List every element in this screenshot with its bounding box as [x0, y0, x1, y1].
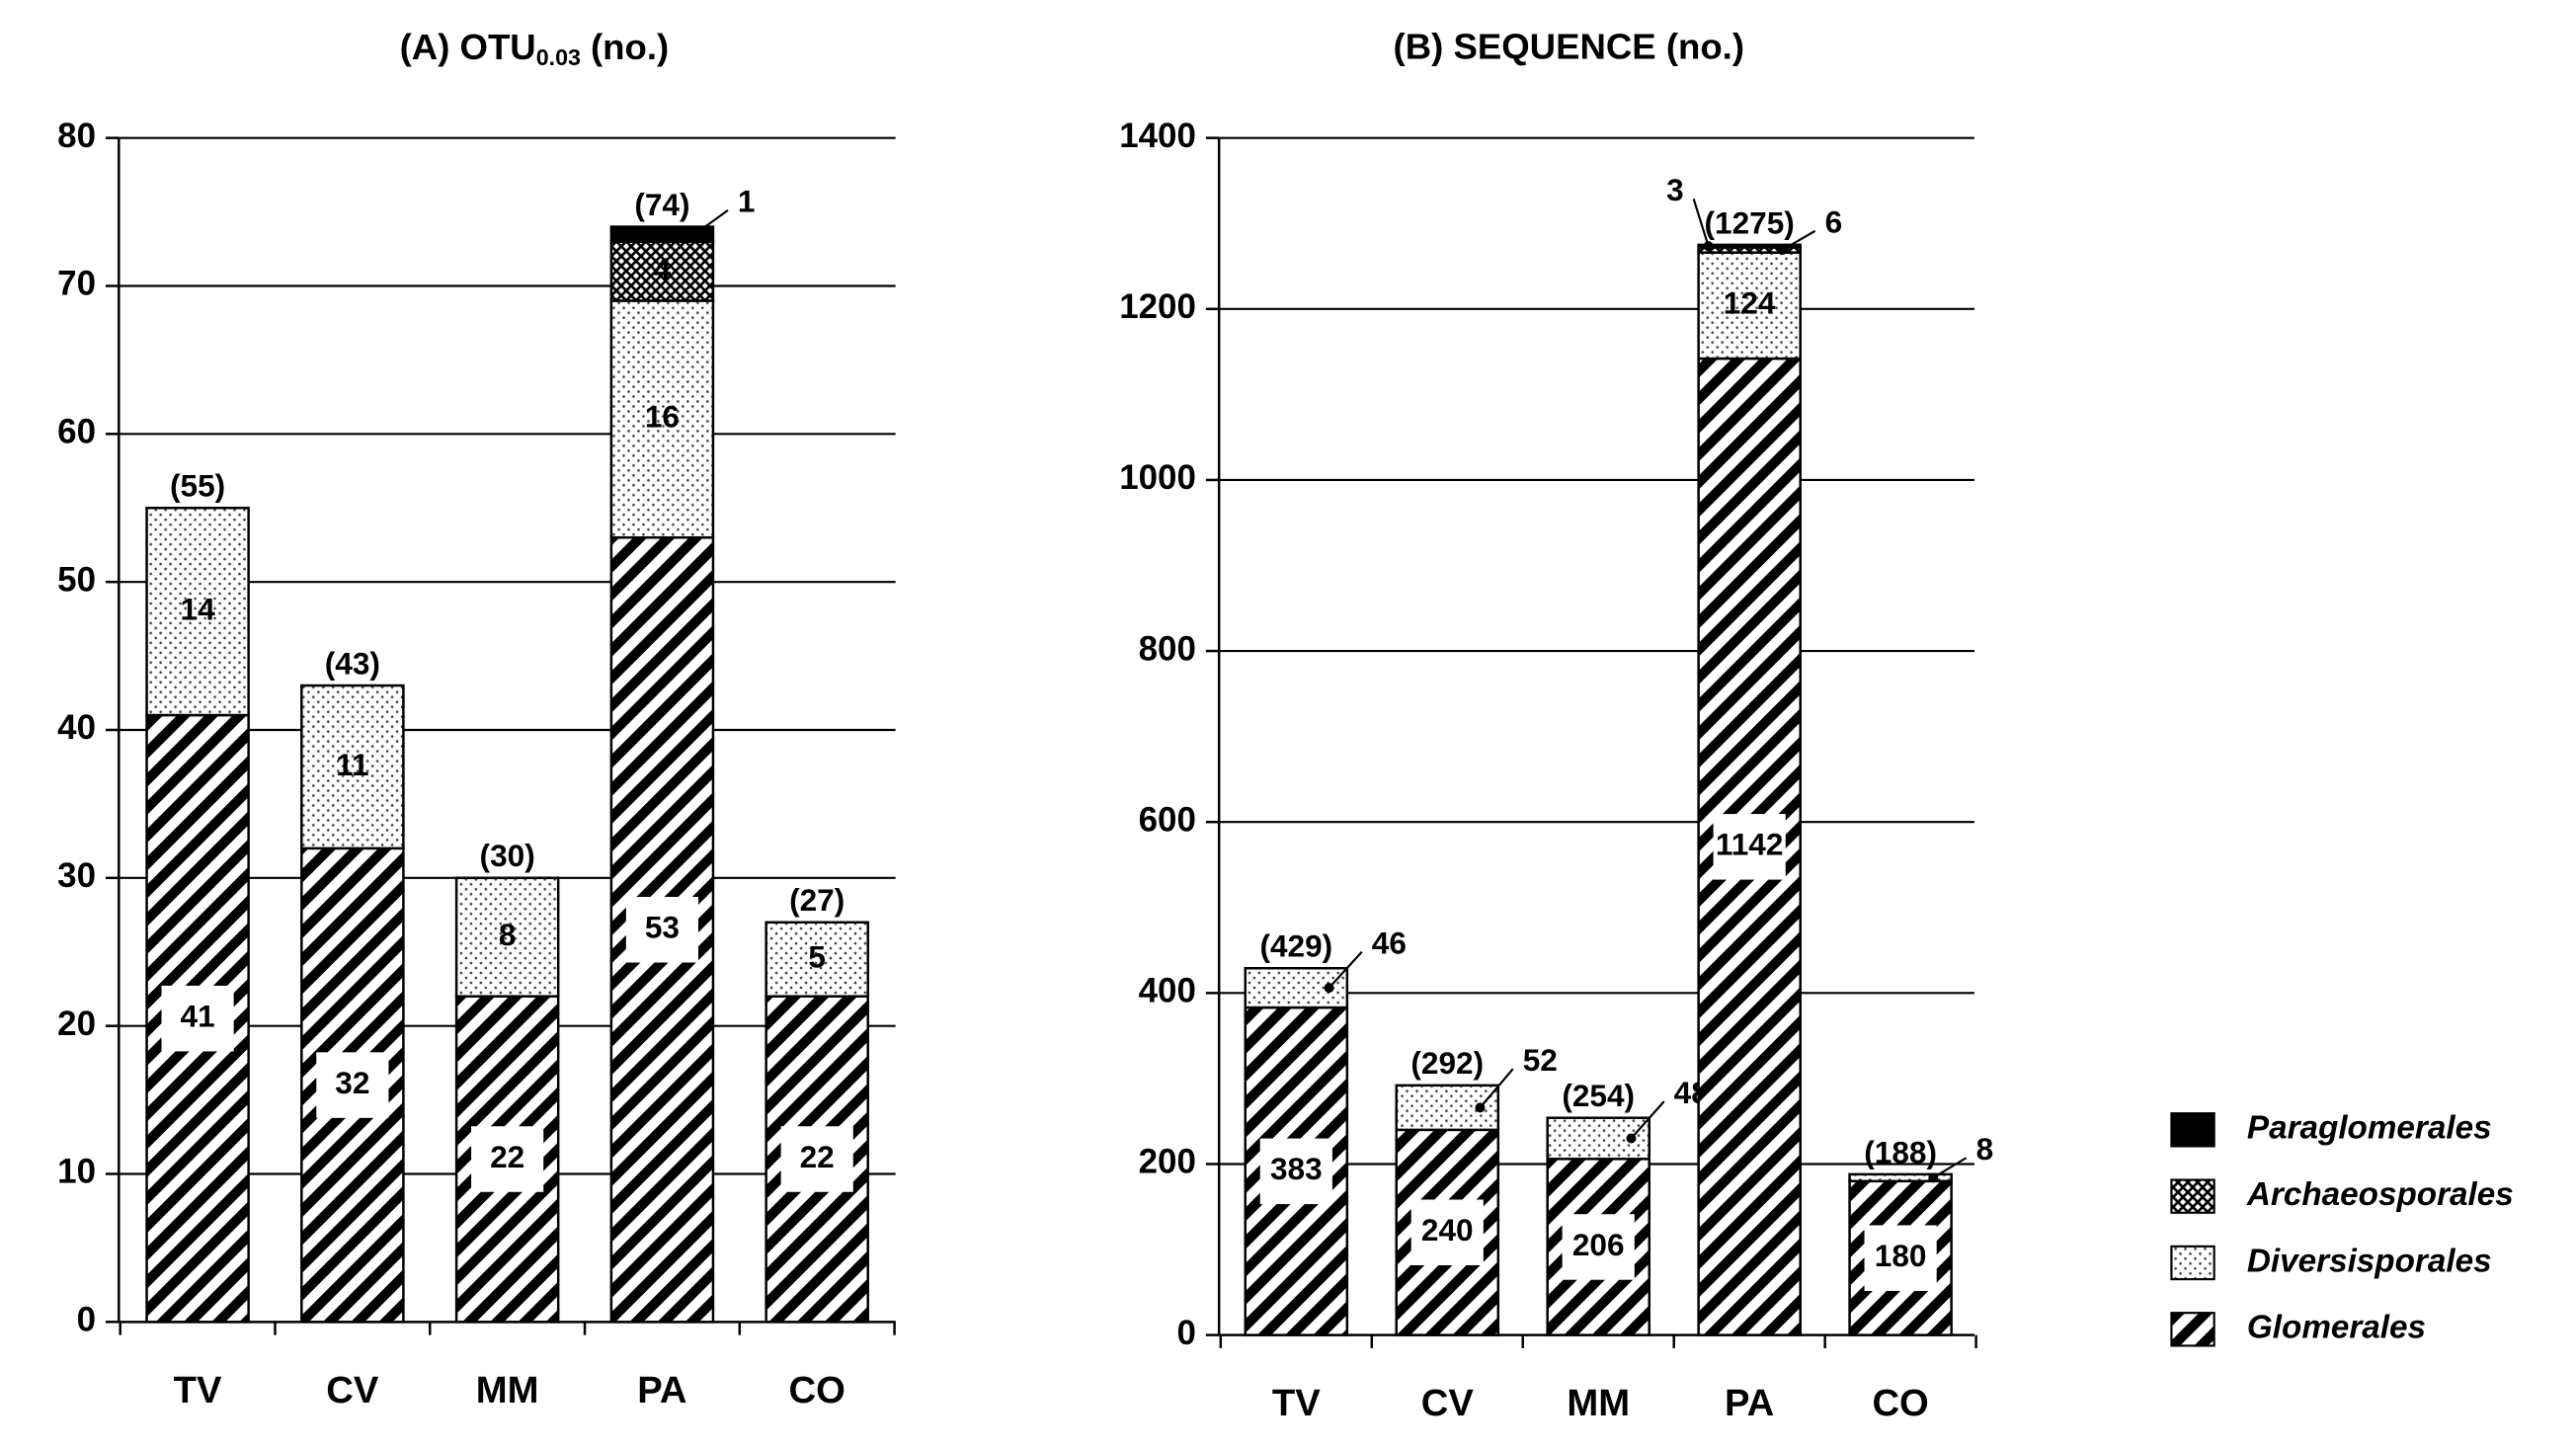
value-label: 8	[1976, 1131, 1994, 1167]
chart-title: (B) SEQUENCE (no.)	[1394, 27, 1744, 67]
bar-segment	[1697, 243, 1802, 249]
value-label: 206	[1572, 1227, 1625, 1262]
value-label: 16	[645, 399, 680, 435]
label-box	[1713, 814, 1786, 880]
total-label: (188)	[1864, 1134, 1937, 1169]
x-tick-label: CO	[789, 1369, 845, 1411]
legend-swatch	[2170, 1312, 2215, 1347]
bar-segment	[765, 921, 869, 998]
bar-segment	[454, 876, 560, 998]
chart-title: (A) OTU0.03 (no.)	[400, 27, 670, 70]
y-tick-label: 1400	[1119, 117, 1196, 155]
x-tick-label: MM	[1567, 1382, 1630, 1424]
leader-line	[694, 209, 729, 235]
value-label: 14	[181, 591, 216, 626]
y-tick-label: 20	[57, 1005, 96, 1043]
x-tick-label: CV	[326, 1369, 379, 1411]
value-label: 124	[1724, 285, 1776, 321]
y-tick-label: 40	[57, 708, 96, 747]
label-box	[625, 897, 698, 963]
bar-segment	[609, 240, 715, 302]
x-tick-label: MM	[476, 1369, 539, 1411]
x-tick-label: PA	[637, 1369, 686, 1411]
value-label: 180	[1875, 1238, 1927, 1273]
y-tick-label: 10	[57, 1153, 96, 1191]
total-label: (27)	[789, 882, 845, 918]
total-label: (429)	[1259, 928, 1332, 964]
value-label: 240	[1421, 1212, 1474, 1248]
value-label: 1142	[1716, 827, 1784, 862]
legend-swatch	[2170, 1245, 2215, 1281]
value-label: 383	[1270, 1151, 1323, 1186]
total-label: (55)	[170, 468, 225, 504]
value-label: 22	[490, 1139, 524, 1174]
y-tick-label: 50	[57, 560, 96, 599]
x-tick-label: TV	[1272, 1382, 1321, 1424]
legend-swatch	[2170, 1112, 2215, 1148]
label-box	[316, 1052, 389, 1118]
value-label: 11	[336, 747, 368, 782]
value-label: 32	[335, 1065, 369, 1100]
legend-swatch	[2170, 1178, 2215, 1214]
total-label: (74)	[634, 187, 689, 222]
legend-label: Paraglomerales	[2247, 1110, 2492, 1147]
value-label: 6	[1825, 204, 1843, 240]
y-tick-label: 1000	[1119, 458, 1196, 497]
x-tick-label: TV	[174, 1369, 222, 1411]
y-tick-label: 0	[1176, 1314, 1195, 1352]
y-tick-label: 0	[77, 1301, 96, 1339]
value-label: 22	[800, 1139, 835, 1174]
label-box	[1562, 1214, 1635, 1280]
leader-line	[1630, 1100, 1665, 1140]
y-tick-label: 800	[1139, 629, 1196, 668]
label-box	[161, 985, 234, 1052]
value-label: 52	[1523, 1042, 1558, 1078]
value-label: 5	[808, 939, 826, 975]
total-label: (254)	[1562, 1078, 1635, 1113]
y-tick-label: 1200	[1119, 287, 1196, 326]
bar-segment	[300, 684, 405, 850]
value-label: 46	[1372, 925, 1407, 960]
x-tick-label: PA	[1725, 1382, 1774, 1424]
bar-segment	[609, 225, 715, 243]
label-box	[1410, 1199, 1484, 1265]
bar-segment	[1848, 1172, 1953, 1183]
legend-label: Glomerales	[2247, 1310, 2426, 1346]
legend-label: Archaeosporales	[2246, 1176, 2514, 1213]
x-tick-label: CO	[1872, 1382, 1928, 1424]
leader-line	[1932, 1157, 1968, 1179]
value-label: 4	[654, 251, 672, 286]
value-label: 41	[181, 999, 215, 1034]
y-tick-label: 80	[57, 117, 96, 155]
label-box	[471, 1126, 544, 1192]
leader-line	[1328, 950, 1363, 989]
x-tick-label: CV	[1421, 1382, 1475, 1424]
bar-segment	[1697, 251, 1802, 361]
total-label: (292)	[1410, 1045, 1484, 1081]
bar-segment	[145, 506, 250, 717]
value-label: 1	[738, 184, 756, 219]
y-tick-label: 200	[1139, 1143, 1196, 1181]
total-label: (43)	[325, 645, 380, 681]
label-box	[1864, 1225, 1937, 1291]
leader-line	[1479, 1068, 1514, 1109]
y-tick-label: 30	[57, 856, 96, 895]
label-box	[780, 1126, 853, 1192]
bar-segment	[609, 299, 715, 539]
value-label: 3	[1666, 172, 1684, 207]
y-tick-label: 70	[57, 265, 96, 303]
bar-segment	[1546, 1116, 1650, 1161]
total-label: (1275)	[1705, 204, 1795, 240]
value-label: 8	[499, 917, 517, 952]
legend-label: Diversisporales	[2247, 1243, 2492, 1279]
leader-line	[1692, 198, 1710, 247]
value-label: 53	[645, 910, 680, 945]
y-tick-label: 400	[1139, 972, 1196, 1010]
label-box	[1259, 1138, 1332, 1205]
y-tick-label: 60	[57, 413, 96, 451]
y-tick-label: 600	[1139, 800, 1196, 839]
total-label: (30)	[480, 838, 535, 873]
